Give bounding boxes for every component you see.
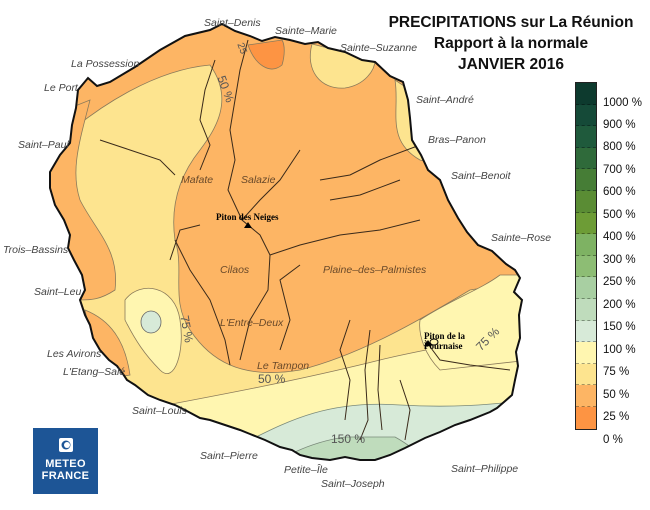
- place-saint-denis: Saint–Denis: [204, 17, 261, 29]
- legend-label: 400 %: [603, 231, 636, 243]
- legend-cell: [576, 147, 596, 170]
- summit-fournaise-line1: Piton de la: [424, 331, 466, 341]
- place-saint-joseph: Saint–Joseph: [321, 478, 385, 490]
- legend-cell: [576, 255, 596, 278]
- legend-cell: [576, 363, 596, 386]
- place-la-possession: La Possession: [71, 58, 140, 70]
- legend-cell: [576, 83, 596, 105]
- map-period: JANVIER 2016: [458, 56, 564, 73]
- legend-label: 300 %: [603, 254, 636, 266]
- legend-cell: [576, 277, 596, 299]
- legend-label: 200 %: [603, 299, 636, 311]
- place-le-port: Le Port: [44, 82, 78, 94]
- place-sainte-rose: Sainte–Rose: [491, 232, 552, 244]
- place-saint-louis: Saint–Louis: [132, 405, 187, 417]
- legend-label: 75 %: [603, 366, 630, 378]
- legend-cell: [576, 190, 596, 213]
- place-etang-sale: L'Etang–Salé: [63, 366, 126, 378]
- place-saint-pierre: Saint–Pierre: [200, 450, 258, 462]
- place-cilaos: Cilaos: [220, 264, 250, 276]
- legend-label: 250 %: [603, 276, 636, 288]
- legend-label: 500 %: [603, 209, 636, 221]
- legend-cell: [576, 212, 596, 235]
- logo-line1: METEO: [45, 458, 86, 470]
- legend-colorbar: [575, 82, 597, 430]
- contour-label-150: 150 %: [331, 432, 366, 446]
- place-salazie: Salazie: [241, 174, 276, 186]
- summit-piton-des-neiges: Piton des Neiges: [216, 212, 279, 222]
- legend-cell: [576, 169, 596, 191]
- legend-label: 0 %: [603, 434, 623, 446]
- place-saint-philippe: Saint–Philippe: [451, 463, 519, 475]
- place-sainte-marie: Sainte–Marie: [275, 25, 337, 37]
- place-plaine-des-palmistes: Plaine–des–Palmistes: [323, 264, 427, 276]
- meteo-france-emblem-icon: [58, 438, 73, 452]
- legend-label: 150 %: [603, 321, 636, 333]
- legend-cell: [576, 126, 596, 148]
- place-bras-panon: Bras–Panon: [428, 134, 486, 146]
- map-title: PRECIPITATIONS sur La Réunion: [388, 14, 634, 31]
- legend-label: 800 %: [603, 141, 636, 153]
- place-saint-andre: Saint–André: [416, 94, 474, 106]
- legend-label: 600 %: [603, 186, 636, 198]
- place-mafate: Mafate: [181, 174, 214, 186]
- summit-fournaise-line2: Fournaise: [424, 341, 463, 351]
- legend-cell: [576, 234, 596, 256]
- logo-line2: FRANCE: [41, 470, 90, 482]
- place-trois-bassins: Trois–Bassins: [3, 244, 69, 256]
- reunion-map: [49, 23, 523, 461]
- meteo-france-logo: METEO FRANCE: [33, 428, 98, 494]
- legend-cell: [576, 298, 596, 321]
- legend-cell: [576, 342, 596, 364]
- fournaise-marker: [424, 340, 432, 346]
- contour-label-50-south: 50 %: [258, 372, 286, 386]
- legend-label: 100 %: [603, 344, 636, 356]
- legend-label: 700 %: [603, 164, 636, 176]
- legend-label: 1000 %: [603, 97, 643, 109]
- place-saint-benoit: Saint–Benoit: [451, 170, 511, 182]
- legend-cell: [576, 320, 596, 343]
- legend-cell: [576, 104, 596, 127]
- legend-label: 900 %: [603, 119, 636, 131]
- piton-neiges-marker: [244, 222, 252, 228]
- map-subtitle: Rapport à la normale: [433, 35, 589, 52]
- place-sainte-suzanne: Sainte–Suzanne: [340, 42, 418, 54]
- legend-cell: [576, 406, 596, 429]
- place-saint-paul: Saint–Paul: [18, 139, 69, 151]
- place-le-tampon: Le Tampon: [257, 360, 310, 372]
- place-entre-deux: L'Entre–Deux: [220, 317, 284, 329]
- place-saint-leu: Saint–Leu: [34, 286, 82, 298]
- place-petite-ile: Petite–Île: [284, 464, 328, 476]
- legend-label: 50 %: [603, 389, 630, 401]
- legend-cell: [576, 385, 596, 407]
- place-les-avirons: Les Avirons: [47, 348, 102, 360]
- legend-label: 25 %: [603, 411, 630, 423]
